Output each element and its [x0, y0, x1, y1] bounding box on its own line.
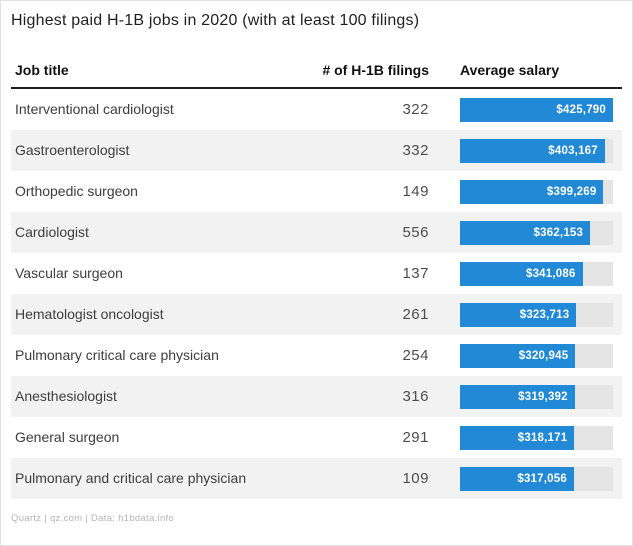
salary-value-label: $319,392: [518, 390, 568, 403]
salary-bar: $320,945: [460, 343, 576, 368]
table-row: General surgeon 291 $318,171: [11, 417, 622, 458]
salary-bar-track: $318,171: [460, 425, 613, 450]
salary-cell: $318,171: [460, 425, 613, 450]
job-title-cell: Gastroenterologist: [11, 141, 299, 161]
job-title-text: Pulmonary and critical care physician: [15, 469, 247, 486]
salary-cell: $323,713: [460, 302, 613, 327]
filings-count: 149: [402, 182, 429, 200]
filings-cell: 137: [299, 265, 429, 283]
column-header-filings: # of H-1B filings: [322, 62, 429, 78]
table-row: Pulmonary critical care physician 254 $3…: [11, 335, 622, 376]
salary-value-label: $399,269: [546, 185, 597, 198]
salary-value-label: $362,153: [533, 226, 584, 239]
job-title-cell: Pulmonary and critical care physician: [11, 469, 299, 489]
salary-value-label: $317,056: [517, 472, 567, 485]
salary-cell: $320,945: [460, 343, 613, 368]
salary-cell: $317,056: [460, 466, 613, 491]
salary-cell: $403,167: [460, 138, 613, 163]
filings-count: 254: [402, 346, 429, 364]
salary-bar: $362,153: [460, 220, 591, 245]
salary-value-label: $403,167: [548, 144, 598, 157]
source-credit: Quartz | qz.com | Data: h1bdata.info: [11, 513, 175, 524]
job-title-text: Interventional cardiologist: [15, 100, 174, 117]
filings-count: 261: [402, 305, 429, 323]
salary-bar-track: $341,086: [460, 261, 613, 286]
header-divider: [11, 87, 622, 89]
salary-bar-track: $323,713: [460, 302, 613, 327]
salary-value-label: $318,171: [517, 431, 568, 444]
table-row: Gastroenterologist 332 $403,167: [11, 130, 622, 171]
job-title-cell: Orthopedic surgeon: [11, 182, 299, 202]
table-row: Anesthesiologist 316 $319,392: [11, 376, 622, 417]
job-title-text: Hematologist oncologist: [15, 305, 164, 322]
job-title-cell: Vascular surgeon: [11, 264, 299, 284]
column-header-average-salary: Average salary: [460, 62, 560, 78]
table-row: Cardiologist 556 $362,153: [11, 212, 622, 253]
job-title-cell: Anesthesiologist: [11, 387, 299, 407]
table-row: Orthopedic surgeon 149 $399,269: [11, 171, 622, 212]
filings-count: 332: [402, 141, 429, 159]
job-title-cell: Interventional cardiologist: [11, 100, 299, 120]
job-title-cell: General surgeon: [11, 428, 299, 448]
table-header: Job title # of H-1B filings Average sala…: [11, 62, 622, 87]
salary-bar-track: $317,056: [460, 466, 613, 491]
salary-bar: $318,171: [460, 425, 575, 450]
job-title-text: Vascular surgeon: [15, 264, 123, 281]
salary-value-label: $320,945: [518, 349, 569, 362]
salary-bar: $317,056: [460, 466, 574, 491]
salary-value-label: $323,713: [519, 308, 570, 321]
filings-cell: 332: [299, 142, 429, 160]
salary-cell: $399,269: [460, 179, 613, 204]
filings-count: 291: [402, 428, 429, 446]
job-title-text: Cardiologist: [15, 223, 89, 240]
salary-bar-track: $399,269: [460, 179, 613, 204]
salary-bar: $323,713: [460, 302, 577, 327]
salary-value-label: $341,086: [525, 267, 576, 280]
filings-count: 137: [402, 264, 429, 282]
table-body: Interventional cardiologist 322 $425,790…: [11, 89, 622, 499]
salary-cell: $362,153: [460, 220, 613, 245]
salary-bar-track: $362,153: [460, 220, 613, 245]
filings-cell: 261: [299, 306, 429, 324]
table-row: Hematologist oncologist 261 $323,713: [11, 294, 622, 335]
job-title-text: Pulmonary critical care physician: [15, 346, 219, 363]
table-row: Interventional cardiologist 322 $425,790: [11, 89, 622, 130]
table-row: Pulmonary and critical care physician 10…: [11, 458, 622, 499]
job-title-text: Anesthesiologist: [15, 387, 117, 404]
filings-count: 556: [402, 223, 429, 241]
filings-cell: 322: [299, 101, 429, 119]
salary-bar-track: $425,790: [460, 97, 613, 122]
salary-cell: $319,392: [460, 384, 613, 409]
job-title-cell: Pulmonary critical care physician: [11, 346, 299, 366]
salary-bar: $425,790: [460, 97, 613, 122]
filings-cell: 254: [299, 347, 429, 365]
chart-title: Highest paid H-1B jobs in 2020 (with at …: [11, 12, 420, 29]
filings-count: 109: [402, 469, 429, 487]
filings-cell: 109: [299, 470, 429, 488]
job-title-text: Gastroenterologist: [15, 141, 130, 158]
filings-count: 322: [402, 100, 429, 118]
table-row: Vascular surgeon 137 $341,086: [11, 253, 622, 294]
job-title-text: Orthopedic surgeon: [15, 182, 138, 199]
salary-cell: $425,790: [460, 97, 613, 122]
job-title-text: General surgeon: [15, 428, 120, 445]
salary-bar: $319,392: [460, 384, 575, 409]
filings-cell: 316: [299, 388, 429, 406]
salary-cell: $341,086: [460, 261, 613, 286]
filings-cell: 291: [299, 429, 429, 447]
job-title-cell: Cardiologist: [11, 223, 299, 243]
filings-count: 316: [402, 387, 429, 405]
salary-bar: $399,269: [460, 179, 604, 204]
salary-bar-track: $403,167: [460, 138, 613, 163]
column-header-job-title: Job title: [15, 62, 69, 78]
salary-value-label: $425,790: [556, 103, 606, 116]
salary-bar: $403,167: [460, 138, 605, 163]
salary-bar-track: $320,945: [460, 343, 613, 368]
job-title-cell: Hematologist oncologist: [11, 305, 299, 325]
filings-cell: 556: [299, 224, 429, 242]
filings-cell: 149: [299, 183, 429, 201]
salary-bar: $341,086: [460, 261, 583, 286]
salary-bar-track: $319,392: [460, 384, 613, 409]
